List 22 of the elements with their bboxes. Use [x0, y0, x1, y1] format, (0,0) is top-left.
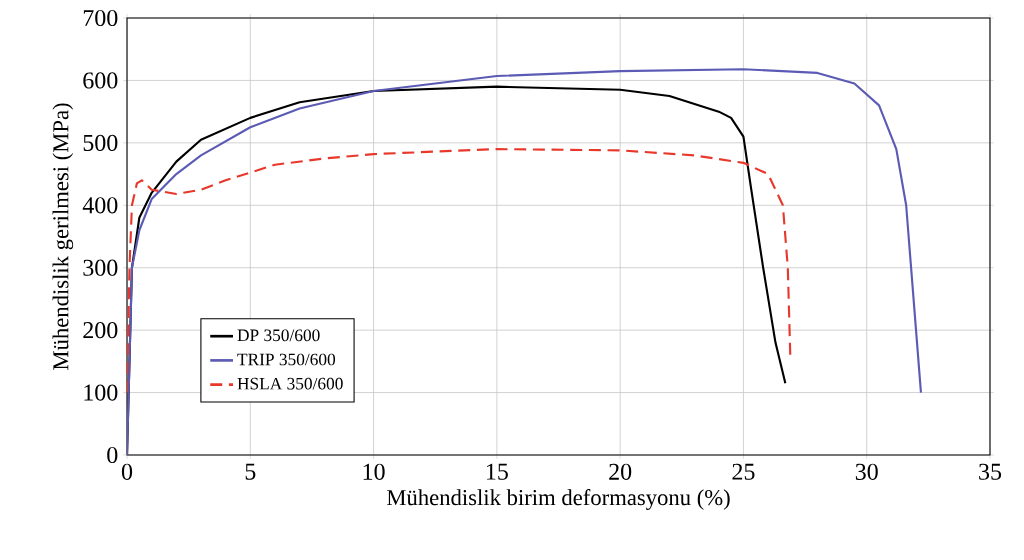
- y-tick-label: 700: [83, 9, 118, 27]
- y-tick-label: 600: [83, 72, 118, 89]
- legend-label: DP 350/600: [237, 329, 320, 342]
- line-series: [127, 68, 923, 455]
- y-axis-title: Mühendislik gerilmesi (MPa): [52, 103, 74, 370]
- legend-label: HSLA 350/600: [237, 377, 343, 390]
- x-tick-label: 5: [245, 463, 256, 480]
- x-tick-label: 0: [121, 463, 133, 480]
- y-tick-label: 500: [83, 134, 118, 151]
- x-axis-title: Mühendislik birim deformasyonu (%): [386, 489, 730, 510]
- x-tick-label: 35: [979, 463, 1002, 480]
- y-tick-label: 300: [83, 259, 118, 276]
- x-tick-label: 20: [609, 463, 632, 480]
- y-tick-label: 200: [83, 322, 118, 339]
- y-tick-label: 0: [107, 446, 118, 464]
- y-tick-label: 400: [82, 197, 118, 214]
- x-tick-label: 25: [732, 463, 755, 480]
- x-tick-label: 10: [363, 463, 385, 480]
- x-tick-label: 15: [486, 463, 508, 480]
- legend-label: TRIP 350/600: [237, 353, 336, 366]
- x-tick-label: 30: [855, 463, 878, 480]
- y-tick-label: 100: [84, 384, 118, 401]
